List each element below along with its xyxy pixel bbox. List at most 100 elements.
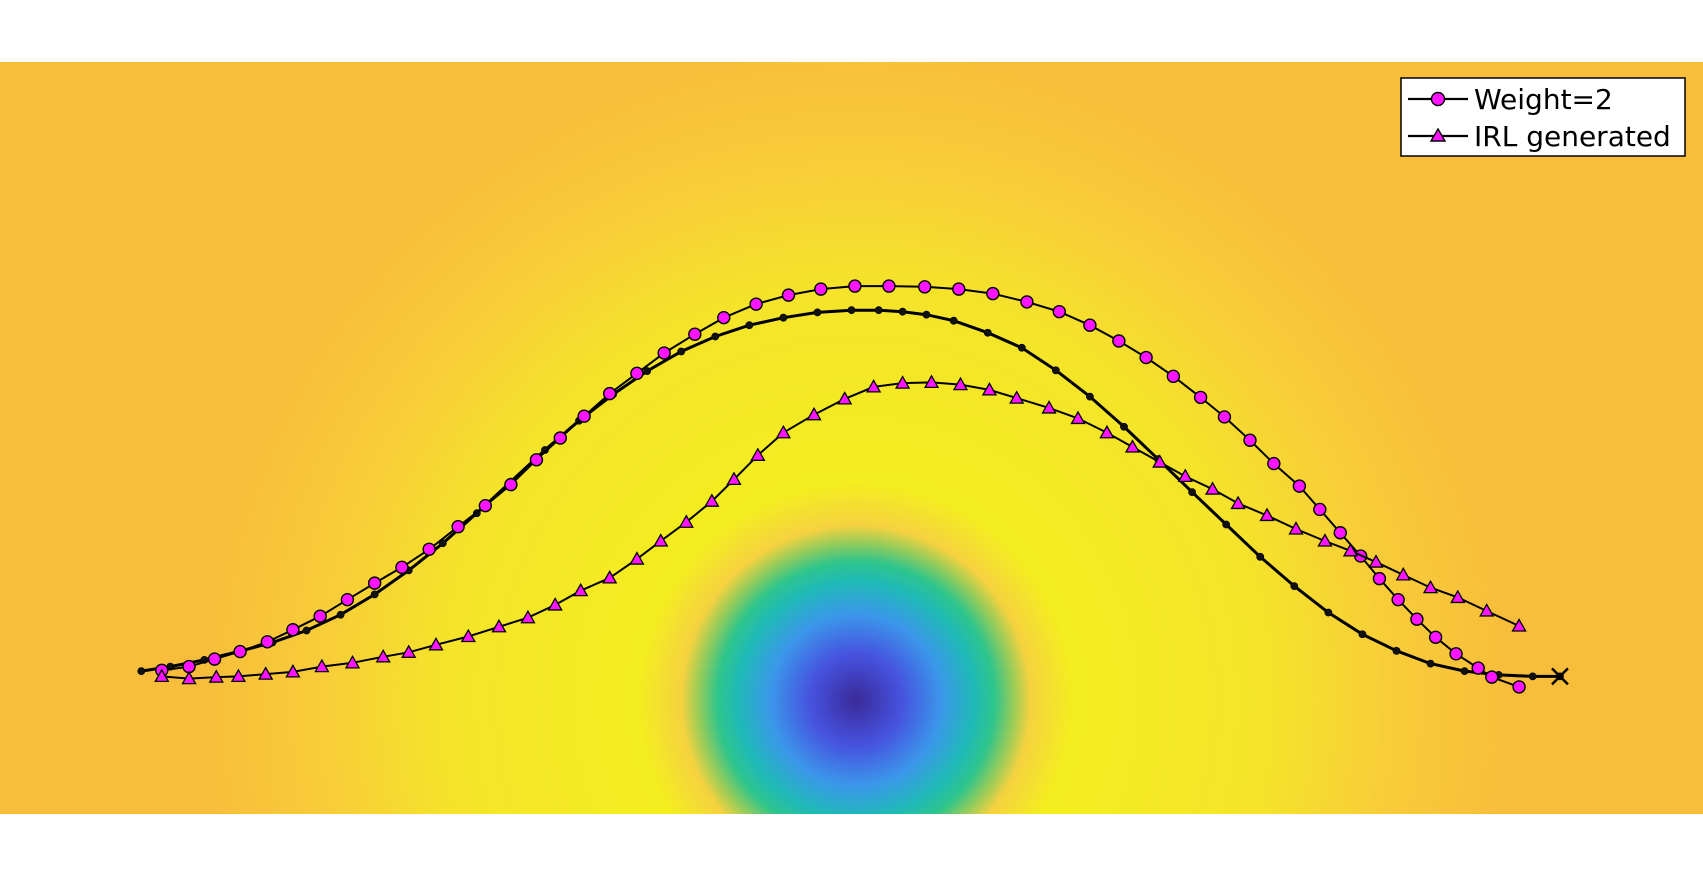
series-1-point (451, 520, 465, 534)
series-2-point (1479, 603, 1495, 617)
series-2 (154, 374, 1527, 685)
series-1-point (1485, 670, 1499, 684)
series-3-point (949, 316, 958, 325)
series-2-point (314, 658, 330, 673)
legend-label-1: Weight=2 (1474, 83, 1613, 116)
series-1-point (602, 386, 617, 401)
series-1-point (1052, 304, 1066, 319)
series-2-point (491, 618, 507, 633)
series-2-point (1124, 439, 1141, 453)
series-1-point (749, 297, 763, 311)
series-3-point (370, 590, 379, 599)
series-1-point (781, 288, 796, 302)
series-3-point (1086, 392, 1094, 401)
series-1-point (986, 286, 1000, 301)
series-1-point (717, 310, 731, 325)
series-1-point (1020, 295, 1034, 309)
series-2-point (1450, 589, 1466, 604)
series-3-point (1017, 343, 1026, 352)
series-1-point (1292, 479, 1307, 493)
series-2-line (161, 381, 1520, 680)
series-2-point (208, 669, 224, 683)
series-1-point (422, 542, 436, 556)
series-2-point (1342, 542, 1359, 557)
series-3-point (847, 306, 856, 315)
series-1-point (395, 560, 409, 575)
series-2-point (1177, 468, 1193, 483)
series-3-point (336, 610, 345, 619)
series-1-point (577, 409, 591, 423)
series-1-point (1166, 369, 1181, 384)
series-3-point (1222, 520, 1231, 529)
series-2-point (726, 471, 742, 486)
series-3-point (1256, 552, 1265, 561)
series-2-point (837, 391, 853, 405)
series-3-point (874, 306, 883, 315)
series-2-point (704, 493, 720, 507)
plot-area (137, 279, 1569, 694)
legend-marker-2 (1429, 127, 1447, 142)
legend-entry-1: Weight=2 (1408, 83, 1613, 116)
series-1-point (657, 346, 671, 360)
series-3-point (1188, 488, 1196, 497)
series-2-point (573, 582, 589, 597)
series-3-point (983, 328, 992, 337)
legend: Weight=2 IRL generated (1400, 77, 1686, 157)
series-2-point (154, 668, 170, 683)
series-1-point (1243, 433, 1257, 447)
series-3-line (141, 308, 1560, 678)
legend-entry-2: IRL generated (1408, 120, 1671, 153)
series-3-point (137, 667, 146, 676)
series-2-point (653, 533, 669, 547)
series-2-point (1395, 567, 1411, 581)
series-2-point (1230, 495, 1246, 510)
series-2-point (775, 424, 791, 439)
series-1-point (1512, 680, 1526, 694)
series-3-point (1392, 646, 1401, 655)
series-3-point (1460, 667, 1469, 676)
series-2-point (894, 375, 911, 389)
series-3 (137, 306, 1564, 681)
series-1-point (1449, 647, 1463, 661)
series-2-point (375, 649, 391, 663)
series-2-point (952, 376, 969, 391)
series-2-point (1288, 521, 1304, 535)
series-2-point (1422, 579, 1439, 594)
series-1-point (688, 327, 702, 341)
series-2-point (1368, 554, 1384, 568)
series-2-point (923, 374, 940, 389)
series-3-point (643, 367, 652, 375)
legend-label-2: IRL generated (1474, 120, 1671, 153)
legend-marker-1 (1430, 91, 1446, 107)
series-1-point (952, 282, 966, 296)
series-3-point (745, 321, 754, 330)
series-1-point (367, 576, 382, 590)
series-1-point (1139, 350, 1153, 365)
series-2-point (981, 382, 998, 396)
series-1-point (1193, 390, 1208, 405)
series-3-point (1120, 422, 1128, 431)
series-2-point (258, 666, 274, 680)
series-2-point (1041, 400, 1057, 414)
series-1-point (340, 592, 355, 607)
series-2-point (401, 644, 417, 658)
series-1-point (630, 366, 644, 381)
plot-background (0, 62, 1703, 814)
series-2-point (520, 609, 536, 624)
series-2-point (1317, 533, 1333, 547)
series-3-point (1051, 366, 1060, 375)
series-1-point (1410, 612, 1424, 626)
series-2-point (1099, 424, 1115, 439)
series-3-point (898, 307, 907, 316)
series-1-point (286, 623, 300, 637)
series-1-point (260, 635, 275, 649)
series-3-point (677, 347, 686, 356)
series-2-point (750, 447, 766, 461)
series-3-point (922, 310, 931, 319)
series-2-point (1070, 410, 1086, 425)
series-1-point (882, 279, 896, 293)
series-1-point (1112, 334, 1126, 348)
series-1-point (1471, 661, 1485, 675)
series-1-point (1217, 410, 1232, 424)
series-3-point (1290, 582, 1299, 591)
